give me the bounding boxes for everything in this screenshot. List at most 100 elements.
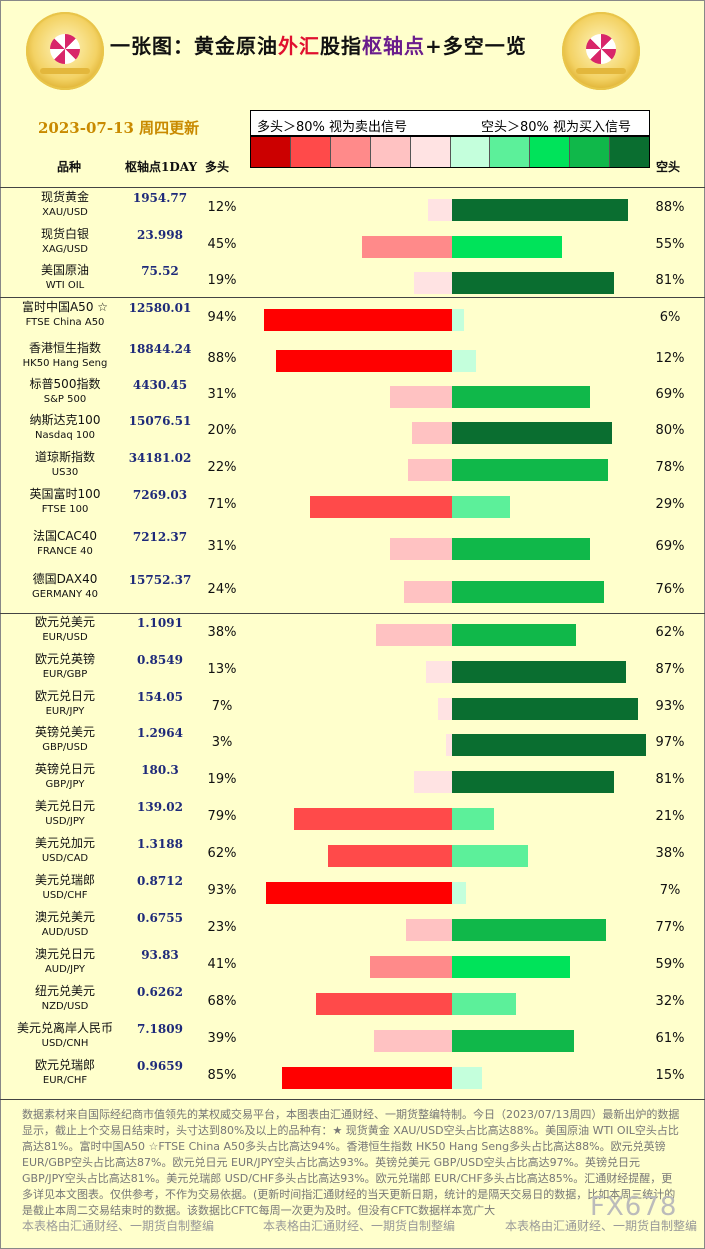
short-pct: 77%	[655, 920, 685, 935]
table-row: 富时中国A50 ☆ FTSE China A50 12580.01 94% 6%	[0, 299, 705, 336]
instrument-cn: 澳元兑日元	[34, 947, 95, 961]
instrument-cn: 纳斯达克100	[29, 413, 101, 427]
long-pct: 88%	[207, 351, 237, 366]
short-bar	[452, 199, 628, 221]
instrument-code: EUR/USD	[42, 632, 88, 643]
table-row: 欧元兑英镑 EUR/GBP 0.8549 13% 87%	[0, 651, 705, 688]
instrument-cn: 欧元兑英镑	[34, 652, 95, 666]
color-swatch	[251, 137, 291, 167]
short-pct: 76%	[655, 582, 685, 597]
pivot-value: 15076.51	[128, 414, 192, 428]
table-row: 英镑兑美元 GBP/USD 1.2964 3% 97%	[0, 724, 705, 761]
color-swatch	[290, 137, 331, 167]
pivot-value: 139.02	[137, 800, 183, 814]
short-bar	[452, 236, 562, 258]
instrument-code: FTSE 100	[41, 504, 89, 515]
table-row: 道琼斯指数 US30 34181.02 22% 78%	[0, 449, 705, 486]
pivot-value: 7212.37	[132, 530, 188, 544]
instrument-name: 欧元兑瑞郎 EUR/CHF	[10, 1058, 120, 1088]
instrument-cn: 标普500指数	[29, 377, 101, 391]
short-bar	[452, 771, 614, 793]
instrument-cn: 现货白银	[40, 227, 89, 241]
long-pct: 19%	[207, 772, 237, 787]
short-bar	[452, 993, 516, 1015]
long-bar	[414, 771, 452, 793]
credit-text: 本表格由汇通财经、一期货自制整编	[22, 1219, 215, 1233]
page-title: 一张图：黄金原油外汇股指枢轴点+多空一览	[110, 34, 527, 58]
table-row: 现货黄金 XAU/USD 1954.77 12% 88%	[0, 189, 705, 226]
color-swatch	[330, 137, 371, 167]
divider	[0, 297, 705, 298]
short-pct: 38%	[655, 846, 685, 861]
long-pct: 19%	[207, 273, 237, 288]
instrument-code: USD/CHF	[42, 890, 88, 901]
long-pct: 45%	[207, 237, 237, 252]
long-pct: 20%	[207, 423, 237, 438]
short-pct: 81%	[655, 273, 685, 288]
short-bar	[452, 459, 608, 481]
instrument-code: AUD/JPY	[44, 964, 86, 975]
instrument-cn: 法国CAC40	[32, 529, 98, 543]
short-pct: 21%	[655, 809, 685, 824]
long-pct: 94%	[207, 310, 237, 325]
long-bar	[390, 538, 452, 560]
instrument-code: HK50 Hang Seng	[22, 358, 108, 369]
short-pct: 29%	[655, 497, 685, 512]
short-pct: 6%	[659, 310, 681, 325]
short-bar	[452, 309, 464, 331]
instrument-name: 道琼斯指数 US30	[10, 450, 120, 480]
long-bar	[328, 845, 452, 867]
instrument-name: 美元兑离岸人民币 USD/CNH	[10, 1021, 120, 1051]
table-row: 澳元兑美元 AUD/USD 0.6755 23% 77%	[0, 909, 705, 946]
short-pct: 81%	[655, 772, 685, 787]
short-pct: 80%	[655, 423, 685, 438]
instrument-name: 纳斯达克100 Nasdaq 100	[10, 413, 120, 443]
flower-icon	[586, 34, 616, 64]
divider	[0, 613, 705, 614]
col-header-name: 品种	[57, 160, 82, 174]
short-pct: 7%	[659, 883, 681, 898]
pivot-value: 93.83	[141, 948, 179, 962]
instrument-cn: 富时中国A50 ☆	[21, 300, 109, 314]
short-bar	[452, 1067, 482, 1089]
pivot-value: 7269.03	[132, 488, 188, 502]
footer-note: 数据素材来自国际经纪商市值领先的某权威交易平台，本图表由汇通财经、一期货整编特制…	[22, 1108, 680, 1217]
short-bar	[452, 808, 494, 830]
instrument-code: USD/JPY	[45, 816, 85, 827]
pivot-value: 1954.77	[132, 191, 188, 205]
instrument-name: 香港恒生指数 HK50 Hang Seng	[10, 341, 120, 371]
long-bar	[412, 422, 452, 444]
instrument-code: Nasdaq 100	[35, 430, 95, 441]
instrument-name: 澳元兑美元 AUD/USD	[10, 910, 120, 940]
long-bar	[362, 236, 452, 258]
long-bar	[282, 1067, 452, 1089]
instrument-name: 欧元兑英镑 EUR/GBP	[10, 652, 120, 682]
instrument-cn: 欧元兑瑞郎	[34, 1058, 95, 1072]
short-pct: 15%	[655, 1068, 685, 1083]
logo-left	[26, 12, 104, 90]
short-bar	[452, 350, 476, 372]
table-row: 美国原油 WTI OIL 75.52 19% 81%	[0, 262, 705, 299]
table-row: 纽元兑美元 NZD/USD 0.6262 68% 32%	[0, 983, 705, 1020]
long-bar	[390, 386, 452, 408]
instrument-name: 德国DAX40 GERMANY 40	[10, 572, 120, 602]
short-pct: 87%	[655, 662, 685, 677]
short-pct: 61%	[655, 1031, 685, 1046]
pivot-value: 0.8549	[137, 653, 183, 667]
instrument-code: EUR/CHF	[42, 1075, 88, 1086]
table-row: 德国DAX40 GERMANY 40 15752.37 24% 76%	[0, 571, 705, 608]
long-pct: 85%	[207, 1068, 237, 1083]
pivot-value: 12580.01	[128, 301, 192, 315]
long-bar	[310, 496, 452, 518]
short-pct: 62%	[655, 625, 685, 640]
instrument-name: 欧元兑日元 EUR/JPY	[10, 689, 120, 719]
table-row: 欧元兑瑞郎 EUR/CHF 0.9659 85% 15%	[0, 1057, 705, 1094]
table-row: 法国CAC40 FRANCE 40 7212.37 31% 69%	[0, 528, 705, 565]
long-bar	[294, 808, 452, 830]
long-bar	[426, 661, 452, 683]
col-header-pivot: 枢轴点1DAY	[125, 160, 198, 174]
long-pct: 22%	[207, 460, 237, 475]
pivot-value: 0.8712	[137, 874, 183, 888]
table-row: 英镑兑日元 GBP/JPY 180.3 19% 81%	[0, 761, 705, 798]
instrument-name: 英国富时100 FTSE 100	[10, 487, 120, 517]
